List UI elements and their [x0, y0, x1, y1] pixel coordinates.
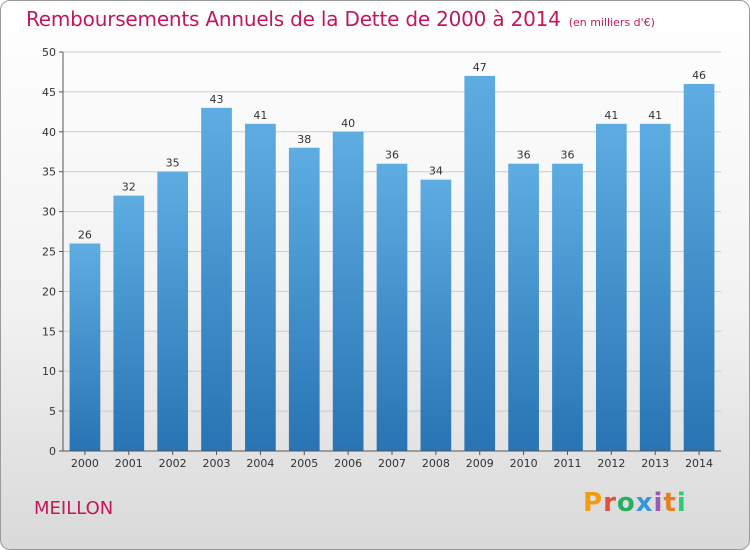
y-tick-label: 0 [49, 445, 56, 458]
x-tick-label: 2003 [203, 457, 231, 470]
bar-2007[interactable] [376, 163, 408, 451]
data-label-2002: 35 [166, 157, 180, 170]
x-tick-label: 2014 [685, 457, 713, 470]
logo-letter: t [663, 488, 677, 518]
bar-2013[interactable] [639, 123, 671, 451]
data-label-2007: 36 [385, 149, 399, 162]
data-label-2006: 40 [341, 117, 355, 130]
bar-2014[interactable] [683, 83, 715, 452]
bar-2009[interactable] [464, 75, 496, 451]
data-label-2003: 43 [210, 93, 224, 106]
y-tick-label: 15 [42, 325, 56, 338]
y-tick-label: 50 [42, 46, 56, 59]
x-tick-label: 2012 [597, 457, 625, 470]
x-tick-label: 2008 [422, 457, 450, 470]
y-tick-label: 40 [42, 126, 56, 139]
x-tick-label: 2006 [334, 457, 362, 470]
bar-2011[interactable] [552, 163, 583, 451]
data-label-2001: 32 [122, 181, 136, 194]
x-tick-label: 2004 [246, 457, 274, 470]
data-label-2009: 47 [473, 61, 487, 74]
bar-2006[interactable] [332, 131, 364, 452]
chart-title-text: Remboursements Annuels de la Dette de 20… [26, 7, 561, 31]
data-label-2013: 41 [648, 109, 662, 122]
data-label-2011: 36 [560, 149, 574, 162]
bar-2010[interactable] [508, 163, 539, 451]
x-tick-label: 2002 [159, 457, 187, 470]
data-label-2000: 26 [78, 229, 92, 242]
bar-2012[interactable] [595, 123, 627, 451]
logo-letter: x [635, 488, 654, 518]
logo-letter: o [616, 488, 636, 518]
y-tick-label: 45 [42, 86, 56, 99]
x-tick-label: 2005 [290, 457, 318, 470]
logo-letter: P [583, 488, 604, 518]
bar-2004[interactable] [245, 123, 276, 451]
x-tick-label: 2009 [466, 457, 494, 470]
bar-2002[interactable] [157, 171, 189, 451]
logo-letter: r [603, 488, 617, 518]
chart-unit: (en milliers d'€) [568, 16, 655, 29]
x-tick-label: 2000 [71, 457, 99, 470]
y-tick-label: 20 [42, 285, 56, 298]
x-tick-label: 2001 [115, 457, 143, 470]
x-tick-label: 2010 [510, 457, 538, 470]
bar-2001[interactable] [113, 195, 145, 451]
logo-letter: i [653, 488, 664, 518]
y-tick-label: 5 [49, 405, 56, 418]
chart-title: Remboursements Annuels de la Dette de 20… [26, 7, 655, 31]
bars [69, 75, 715, 452]
bar-2000[interactable] [69, 243, 101, 451]
data-label-2014: 46 [692, 69, 706, 82]
y-tick-label: 10 [42, 365, 56, 378]
data-label-2012: 41 [604, 109, 618, 122]
data-label-2010: 36 [517, 149, 531, 162]
data-label-2008: 34 [429, 165, 443, 178]
x-tick-label: 2011 [553, 457, 581, 470]
proxiti-logo[interactable]: Proxiti [583, 488, 687, 518]
data-label-2004: 41 [253, 109, 267, 122]
bar-2008[interactable] [420, 179, 452, 451]
x-tick-label: 2013 [641, 457, 669, 470]
y-tick-label: 30 [42, 206, 56, 219]
bar-2003[interactable] [201, 107, 232, 452]
commune-name: MEILLON [34, 498, 114, 519]
y-tick-label: 25 [42, 246, 56, 259]
data-labels: 26 32 35 43 41 38 40 36 34 47 36 36 41 41 46 [78, 61, 706, 242]
axes: 0 5 10 15 20 25 30 35 40 45 50 2000 2001 2002 2003 2004… [42, 46, 721, 470]
data-label-2005: 38 [297, 133, 311, 146]
x-tick-label: 2007 [378, 457, 406, 470]
logo-letter: i [676, 488, 687, 518]
bar-2005[interactable] [288, 147, 320, 451]
y-tick-label: 35 [42, 166, 56, 179]
